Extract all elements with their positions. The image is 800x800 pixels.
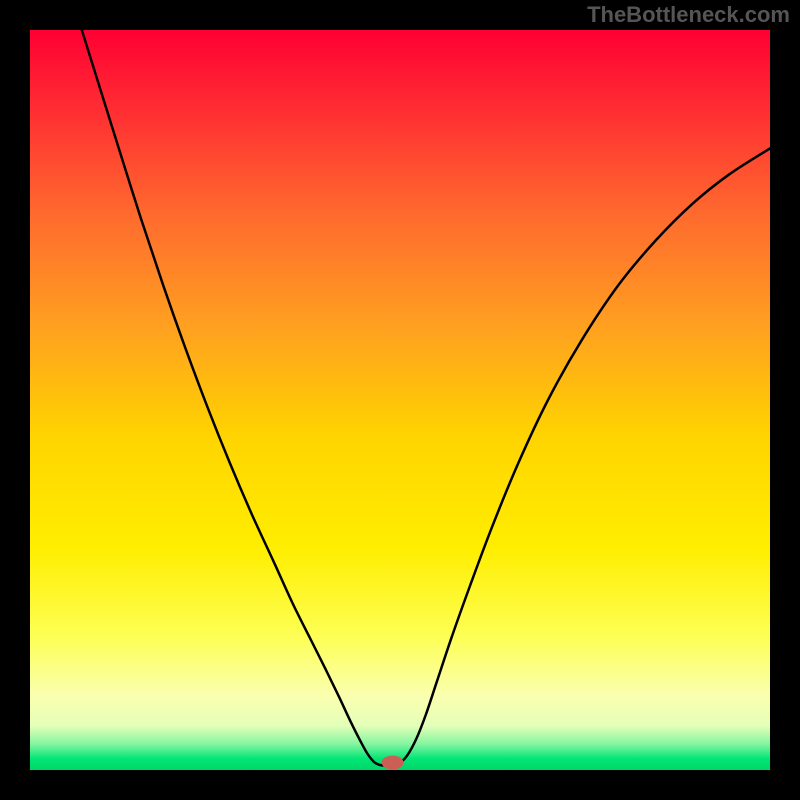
chart-container: TheBottleneck.com — [0, 0, 800, 800]
chart-svg — [0, 0, 800, 800]
minimum-marker — [382, 756, 404, 770]
watermark-text: TheBottleneck.com — [587, 2, 790, 28]
plot-background — [30, 30, 770, 770]
